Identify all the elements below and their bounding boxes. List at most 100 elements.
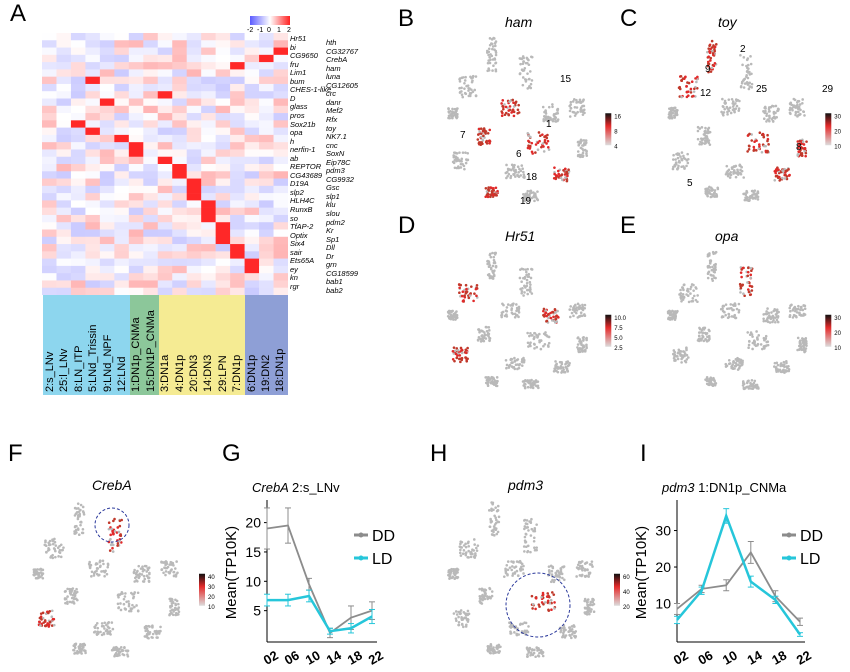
tsne-point (536, 141, 540, 144)
tsne-point (487, 68, 491, 72)
tsne-point (547, 345, 550, 348)
heatmap-cell (201, 229, 216, 238)
cluster-label: 18:DN1p (274, 348, 287, 392)
tsne-point (47, 547, 50, 550)
tsne-point (40, 568, 44, 572)
tsne-point (482, 335, 486, 339)
gene-label: sair (290, 247, 303, 257)
tsne-point (57, 555, 60, 558)
tsne-point (509, 176, 512, 180)
tsne-point (749, 331, 753, 334)
tsne-point (521, 622, 524, 626)
tsne-point (484, 381, 488, 385)
tsne-point (747, 147, 751, 151)
heatmap-cell (259, 178, 274, 187)
tsne-point (531, 152, 534, 155)
heatmap-cell (215, 171, 231, 179)
x-tick-label: 02 (671, 647, 691, 667)
colorbar-tick: 60 (623, 575, 630, 581)
heatmap-cell (201, 236, 216, 245)
tsne-point (707, 139, 711, 142)
heatmap-cell (186, 149, 202, 158)
tsne-point (556, 569, 559, 573)
heatmap-cell (128, 91, 144, 99)
heatmap-cell (114, 76, 130, 85)
gene-title-creba: CrebA (92, 477, 132, 493)
gene-label: danr (326, 97, 342, 107)
heatmap-cell (99, 105, 115, 114)
tsne-point (523, 550, 526, 553)
tsne-point (566, 174, 569, 178)
tsne-point (509, 358, 513, 362)
tsne-point (672, 310, 676, 314)
heatmap-cell (99, 207, 115, 216)
heatmap-cell (157, 76, 173, 85)
tsne-point (566, 364, 570, 368)
tsne-point (457, 620, 461, 624)
tsne-point (512, 169, 516, 172)
x-tick-label: 10 (303, 647, 323, 667)
colorbar-tick: 20 (208, 595, 215, 601)
tsne-point (699, 137, 703, 140)
tsne-point (787, 174, 791, 177)
tsne-point (526, 292, 529, 296)
tsne-point (472, 538, 476, 541)
heatmap-cell (215, 47, 231, 56)
heatmap-cell (143, 134, 159, 143)
tsne-point (681, 77, 685, 80)
tsne-point (742, 192, 745, 196)
tsne-point (107, 527, 111, 531)
tsne-point (749, 195, 752, 198)
tsne-point (94, 623, 98, 627)
tsne-point (781, 176, 784, 180)
tsne-point (728, 362, 732, 365)
heatmap-cell (259, 244, 274, 252)
tsne-point (579, 560, 582, 564)
tsne-point (43, 619, 47, 622)
tsne-point (558, 174, 561, 178)
heatmap-cell (114, 273, 130, 281)
tsne-point (521, 83, 525, 87)
tsne-point (578, 338, 582, 341)
tsne-point (95, 572, 99, 576)
heatmap-cell (259, 142, 274, 150)
tsne-point (496, 504, 500, 508)
tsne-point (53, 540, 57, 544)
tsne-point (58, 551, 62, 555)
tsne-point (543, 115, 547, 118)
colorbar-tick: 10 (208, 605, 215, 611)
legend-marker (358, 532, 364, 538)
heatmap-cell (215, 83, 231, 92)
tsne-point (583, 599, 587, 603)
tsne-point (692, 90, 696, 93)
tsne-point (533, 527, 537, 530)
tsne-point (473, 554, 477, 558)
tsne-point (580, 314, 584, 318)
tsne-point (725, 164, 729, 168)
tsne-point (535, 523, 538, 526)
heatmap-cell (114, 251, 130, 259)
tsne-point (111, 546, 114, 550)
tsne-point (802, 110, 805, 113)
tsne-point (457, 623, 460, 627)
cluster-label: 4:DN1p (173, 354, 186, 392)
tsne-point (514, 100, 518, 104)
tsne-point (520, 364, 524, 367)
tsne-point (525, 526, 528, 529)
heatmap-cell (186, 178, 202, 187)
tsne-point (485, 142, 489, 145)
tsne-point (163, 566, 166, 570)
cluster-number: 5 (687, 178, 693, 189)
tsne-point (789, 112, 792, 116)
y-tick-label: 15 (245, 544, 261, 560)
tsne-point (749, 276, 753, 280)
heatmap-cell (143, 156, 159, 165)
tsne-point (511, 565, 514, 568)
tsne-point (164, 560, 168, 563)
cluster-number: 7 (460, 130, 466, 141)
tsne-point (533, 648, 536, 652)
heatmap-cell (42, 287, 57, 295)
tsne-point (492, 651, 495, 655)
tsne-point (478, 330, 481, 334)
tsne-point (509, 632, 512, 635)
